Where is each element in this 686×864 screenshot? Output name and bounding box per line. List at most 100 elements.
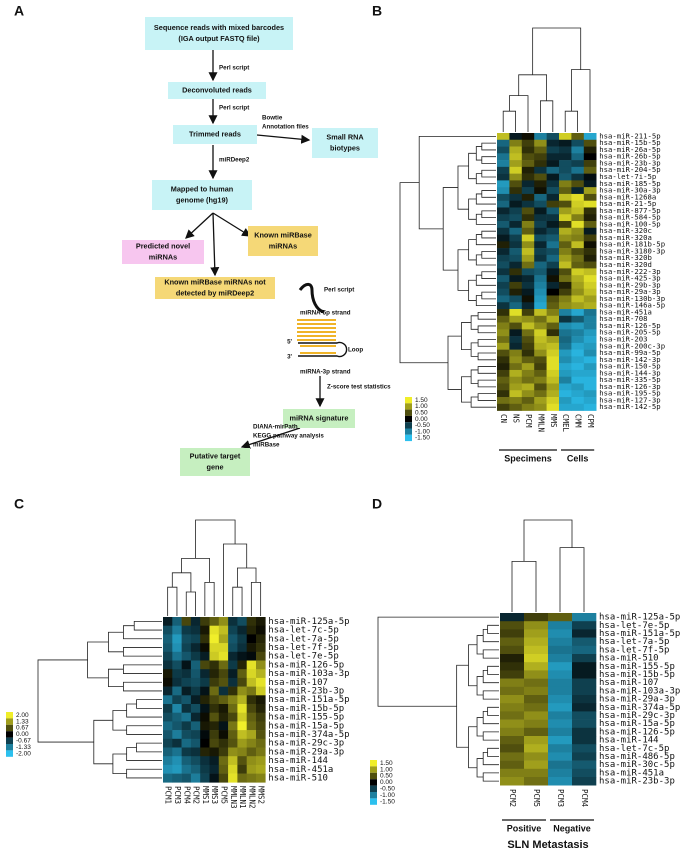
row-label: hsa-let-7f-5p (599, 645, 669, 655)
heatmap-cell (571, 153, 585, 161)
node-label: detected by miRDeep2 (176, 289, 254, 298)
dendrogram-branch (476, 717, 484, 737)
heatmap-cell (172, 721, 182, 731)
dendrogram-branch (511, 561, 537, 612)
heatmap-cell (509, 146, 523, 154)
flow-arrow (185, 212, 214, 239)
dendrogram-branch (442, 187, 458, 271)
row-label: hsa-let-7a-5p (599, 637, 669, 647)
heatmap-cell (246, 695, 257, 705)
node-label: (IGA output FASTQ file) (178, 34, 260, 43)
heatmap-cell (228, 712, 238, 722)
heatmap-cell (583, 322, 597, 330)
heatmap-cell (228, 764, 238, 774)
heatmap-cell (571, 302, 585, 310)
heatmap-cell (181, 704, 192, 713)
edge-label: Perl script (219, 105, 249, 112)
column-label: PCM (524, 414, 533, 428)
heatmap-cell (548, 736, 573, 745)
heatmap-cell (218, 738, 229, 748)
dendrogram-branch (477, 325, 496, 334)
heatmap-cell (546, 227, 560, 235)
heatmap-cell (546, 281, 560, 290)
heatmap-cell (521, 342, 535, 350)
flow-node (145, 17, 293, 50)
heatmap-cell (163, 651, 173, 661)
heatmap-cell (497, 295, 510, 303)
row-label: hsa-miR-107 (268, 678, 328, 688)
heatmap-cell (583, 403, 597, 411)
heatmap-cell (228, 625, 238, 635)
heatmap-cell (524, 760, 549, 770)
heatmap-cell (534, 356, 547, 364)
node-label: Sequence reads with mixed barcodes (154, 23, 284, 32)
heatmap-cell (509, 221, 523, 229)
heatmap-cell (534, 295, 547, 303)
heatmap-cell (571, 329, 585, 337)
column-label: MMLN1 (238, 786, 247, 809)
heatmap-cell (571, 187, 585, 195)
group-label: Cells (567, 453, 589, 463)
row-label: hsa-miR-127-3p (599, 395, 661, 404)
heatmap-cell (209, 660, 220, 670)
dendrogram-branch (112, 710, 127, 731)
heatmap-cell (583, 275, 597, 283)
heatmap-cell (497, 356, 510, 364)
row-label: hsa-miR-15b-5p (599, 138, 661, 147)
heatmap-cell (190, 773, 201, 783)
row-label: hsa-miR-100-5p (599, 219, 661, 228)
heatmap-cell (572, 654, 597, 663)
heatmap-cell (190, 721, 201, 731)
heatmap-cell (583, 329, 597, 337)
heatmap-cell (497, 383, 510, 391)
heatmap-cell (571, 214, 585, 222)
heatmap-cell (521, 363, 535, 371)
flow-node (312, 128, 378, 158)
heatmap-cell (509, 227, 523, 235)
row-label: hsa-miR-15a-5p (268, 721, 344, 731)
heatmap-cell (546, 315, 560, 323)
heatmap-cell (546, 193, 560, 201)
column-label: MMLN3 (229, 786, 238, 809)
row-label: hsa-miR-142-3p (599, 355, 661, 364)
colorbar-label: -0.50 (415, 422, 430, 429)
colorbar-label: -1.00 (415, 428, 430, 435)
heatmap-cell (181, 651, 192, 661)
heatmap-cell (209, 704, 220, 713)
row-label: hsa-miR-320b (599, 253, 652, 262)
heatmap-cell (548, 760, 573, 770)
heatmap-cell (172, 625, 182, 635)
heatmap-cell (163, 660, 173, 670)
heatmap-cell (200, 686, 210, 696)
heatmap-cell (583, 133, 597, 141)
colorbar-label: 1.50 (380, 760, 393, 767)
colorbar-swatch (370, 785, 377, 792)
dendrogram-branch (477, 393, 496, 401)
heatmap-cell (497, 397, 510, 405)
heatmap-cell (218, 730, 229, 740)
heatmap-cell (228, 660, 238, 670)
dendrogram-branch (482, 731, 499, 741)
colorbar-swatch (370, 792, 377, 799)
node-label: Predicted novel (136, 241, 190, 250)
heatmap-cell (546, 397, 560, 405)
heatmap-cell (572, 727, 597, 737)
heatmap-cell (200, 747, 210, 757)
edge-label: Z-score test statistics (327, 384, 391, 391)
heatmap-cell (559, 315, 572, 323)
heatmap-cell (500, 645, 525, 655)
heatmap-cell (521, 397, 535, 405)
heatmap-cell (209, 677, 220, 687)
heatmap-cell (218, 625, 229, 635)
hairpin (297, 282, 348, 358)
row-label: hsa-miR-30a-3p (599, 186, 661, 195)
heatmap-cell (509, 193, 523, 201)
dendrogram-branch (133, 620, 162, 631)
heatmap-cell (509, 268, 523, 276)
edge-label: DIANA-mirPath (253, 424, 298, 431)
heatmap-cell (218, 686, 229, 696)
heatmap-cell (559, 153, 572, 161)
row-label: hsa-miR-204-5p (599, 165, 661, 174)
heatmap-cell (163, 704, 173, 713)
heatmap-cell (559, 234, 572, 242)
